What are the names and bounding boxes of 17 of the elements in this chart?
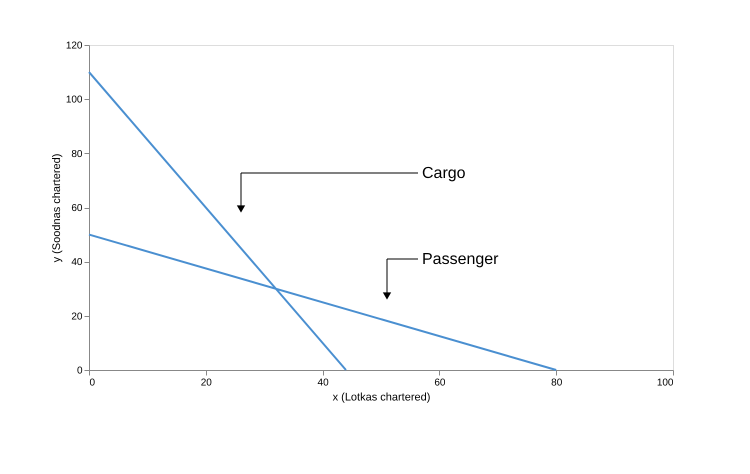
x-tick-label: 80 (551, 378, 563, 388)
y-axis-title: y (Soodnas chartered) (50, 154, 63, 262)
y-tick-label: 80 (71, 148, 83, 160)
y-tick-label: 60 (71, 203, 83, 214)
y-tick-label: 20 (71, 311, 83, 322)
y-tick-label: 100 (66, 94, 83, 106)
annotation: Passenger (422, 251, 500, 268)
annotation: Cargo (422, 165, 466, 182)
x-tick-label: 100 (656, 378, 674, 388)
x-tick-label: 60 (434, 378, 446, 388)
y-tick-label: 40 (71, 257, 83, 268)
x-tick-label: 40 (318, 378, 330, 388)
y-tick-label: 120 (66, 40, 83, 52)
y-tick-label: 0 (76, 366, 83, 376)
x-axis-title: x (Lotkas chartered) (332, 392, 430, 404)
x-tick-label: 0 (90, 378, 96, 388)
x-tick-label: 20 (200, 378, 212, 388)
